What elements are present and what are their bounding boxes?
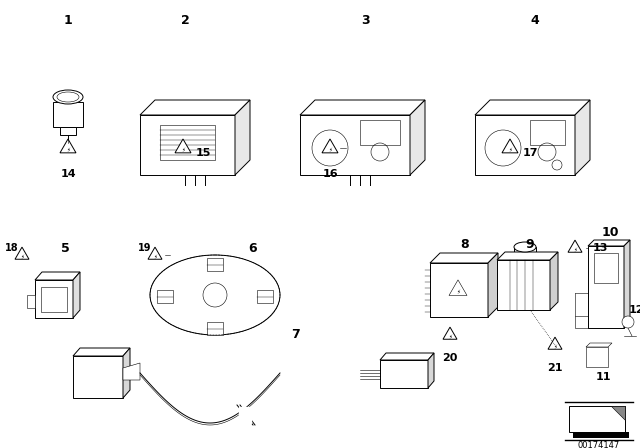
- Text: 8: 8: [461, 238, 469, 251]
- Text: 10: 10: [601, 225, 619, 238]
- Circle shape: [622, 316, 634, 328]
- Polygon shape: [502, 139, 518, 153]
- Text: 19: 19: [138, 243, 152, 253]
- Polygon shape: [157, 290, 173, 303]
- Polygon shape: [257, 290, 273, 303]
- Polygon shape: [550, 252, 558, 310]
- Polygon shape: [140, 115, 235, 175]
- Polygon shape: [300, 100, 425, 115]
- Polygon shape: [497, 252, 558, 260]
- Polygon shape: [235, 100, 250, 175]
- Polygon shape: [73, 272, 80, 318]
- Text: 7: 7: [291, 328, 300, 341]
- Polygon shape: [624, 240, 630, 328]
- Text: ⚡: ⚡: [153, 254, 157, 259]
- Ellipse shape: [150, 255, 280, 335]
- Polygon shape: [300, 115, 410, 175]
- Text: 11: 11: [595, 372, 611, 382]
- Polygon shape: [207, 322, 223, 335]
- Text: 9: 9: [525, 238, 534, 251]
- Text: ⚡: ⚡: [553, 345, 557, 349]
- Polygon shape: [380, 353, 434, 360]
- Polygon shape: [175, 139, 191, 153]
- Text: 4: 4: [531, 13, 540, 26]
- Polygon shape: [488, 253, 498, 317]
- Polygon shape: [611, 406, 625, 420]
- Text: ⚡: ⚡: [508, 147, 512, 152]
- Polygon shape: [60, 139, 76, 153]
- Polygon shape: [140, 100, 250, 115]
- Text: 2: 2: [180, 13, 189, 26]
- Text: ⚡: ⚡: [448, 335, 452, 340]
- Text: 3: 3: [361, 13, 369, 26]
- Polygon shape: [27, 295, 35, 308]
- Polygon shape: [410, 100, 425, 175]
- Polygon shape: [148, 247, 162, 259]
- Polygon shape: [497, 260, 550, 310]
- Text: 17: 17: [522, 148, 538, 158]
- Polygon shape: [443, 327, 457, 339]
- Text: ⚡: ⚡: [573, 247, 577, 253]
- Text: 15: 15: [195, 148, 211, 158]
- Text: 6: 6: [249, 241, 257, 254]
- Polygon shape: [73, 356, 123, 398]
- Text: 12: 12: [628, 305, 640, 315]
- Text: ⚡: ⚡: [456, 289, 460, 294]
- Polygon shape: [568, 240, 582, 252]
- Text: 21: 21: [547, 363, 563, 373]
- Polygon shape: [586, 347, 608, 367]
- Polygon shape: [15, 247, 29, 259]
- Polygon shape: [380, 360, 428, 388]
- Text: ⚡: ⚡: [328, 147, 332, 152]
- Polygon shape: [575, 100, 590, 175]
- Polygon shape: [548, 337, 562, 349]
- Polygon shape: [322, 139, 338, 153]
- Polygon shape: [514, 247, 536, 262]
- Polygon shape: [123, 363, 140, 380]
- Polygon shape: [53, 102, 83, 127]
- Polygon shape: [588, 240, 630, 246]
- Polygon shape: [60, 127, 76, 135]
- Polygon shape: [123, 348, 130, 398]
- Text: 13: 13: [592, 243, 608, 253]
- Text: 20: 20: [442, 353, 458, 363]
- Polygon shape: [475, 100, 590, 115]
- Text: 00174147: 00174147: [578, 440, 620, 448]
- Text: 14: 14: [60, 169, 76, 179]
- Polygon shape: [35, 280, 73, 318]
- Text: 18: 18: [5, 243, 19, 253]
- Text: ⚡: ⚡: [181, 147, 185, 152]
- Polygon shape: [475, 115, 575, 175]
- Text: ⚡: ⚡: [66, 147, 70, 152]
- Text: ⚡: ⚡: [20, 254, 24, 259]
- Text: 5: 5: [61, 241, 69, 254]
- Polygon shape: [586, 343, 612, 347]
- Ellipse shape: [53, 90, 83, 104]
- Polygon shape: [588, 246, 624, 328]
- Polygon shape: [430, 263, 488, 317]
- Ellipse shape: [514, 242, 536, 252]
- Text: 1: 1: [63, 13, 72, 26]
- Text: 16: 16: [322, 169, 338, 179]
- Polygon shape: [449, 280, 467, 295]
- Polygon shape: [430, 253, 498, 263]
- Circle shape: [203, 283, 227, 307]
- Polygon shape: [207, 258, 223, 271]
- Polygon shape: [428, 353, 434, 388]
- Polygon shape: [573, 432, 629, 438]
- Polygon shape: [73, 348, 130, 356]
- Polygon shape: [35, 272, 80, 280]
- Polygon shape: [239, 407, 251, 423]
